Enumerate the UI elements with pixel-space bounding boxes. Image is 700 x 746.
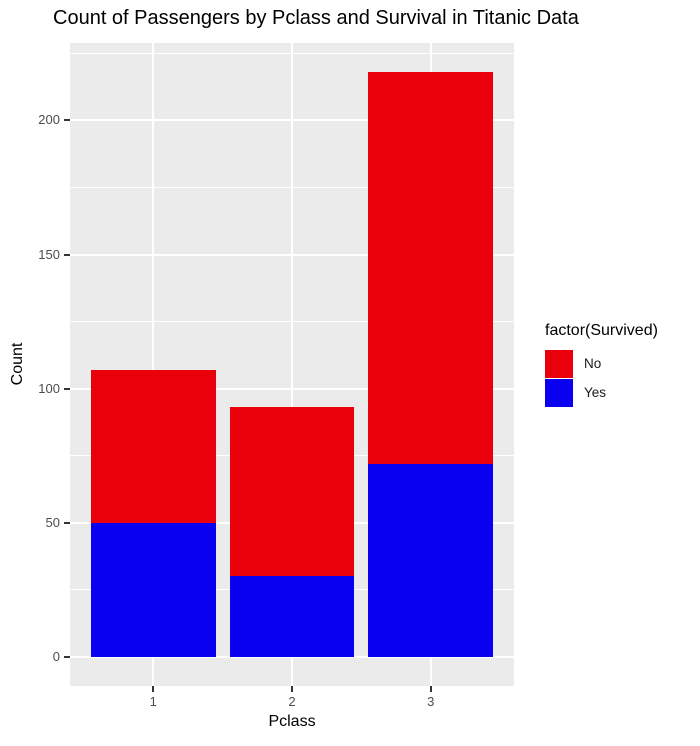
x-tick-3 xyxy=(429,686,432,692)
gridline-x-pclass-2 xyxy=(291,43,293,686)
bar-pclass-3-yes xyxy=(368,463,494,657)
y-tick-label-200: 200 xyxy=(38,112,60,128)
y-tick-label-150: 150 xyxy=(38,246,60,262)
x-tick-1 xyxy=(152,686,155,692)
x-tick-label-2: 2 xyxy=(288,694,296,709)
y-tick-label-0: 0 xyxy=(52,648,60,664)
y-axis-title: Count xyxy=(9,342,26,386)
legend-title: factor(Survived) xyxy=(545,322,658,339)
x-tick-2 xyxy=(291,686,293,692)
legend-entries: No Yes xyxy=(545,349,658,407)
bar-pclass-1-no xyxy=(90,369,216,523)
legend-label-yes: Yes xyxy=(584,385,607,400)
plot-panel xyxy=(70,43,514,686)
x-tick-label-1: 1 xyxy=(149,694,157,709)
plot-title: Count of Passengers by Pclass and Surviv… xyxy=(53,7,579,29)
gridline-x-pclass-1 xyxy=(152,43,155,686)
legend-entry-no: No xyxy=(545,349,658,378)
legend-entry-yes: Yes xyxy=(545,378,658,407)
legend-key-yes xyxy=(545,378,573,407)
legend-label-no: No xyxy=(584,356,602,371)
bar-pclass-3-no xyxy=(368,72,494,464)
x-axis-title: Pclass xyxy=(268,713,316,730)
y-tick-label-50: 50 xyxy=(45,514,60,530)
bar-pclass-2-yes xyxy=(229,576,355,657)
legend-key-no xyxy=(545,349,573,378)
x-tick-label-3: 3 xyxy=(427,694,435,709)
bar-pclass-2-no xyxy=(229,407,355,577)
bar-pclass-1-yes xyxy=(90,522,216,657)
legend: factor(Survived) No Yes xyxy=(545,322,658,407)
